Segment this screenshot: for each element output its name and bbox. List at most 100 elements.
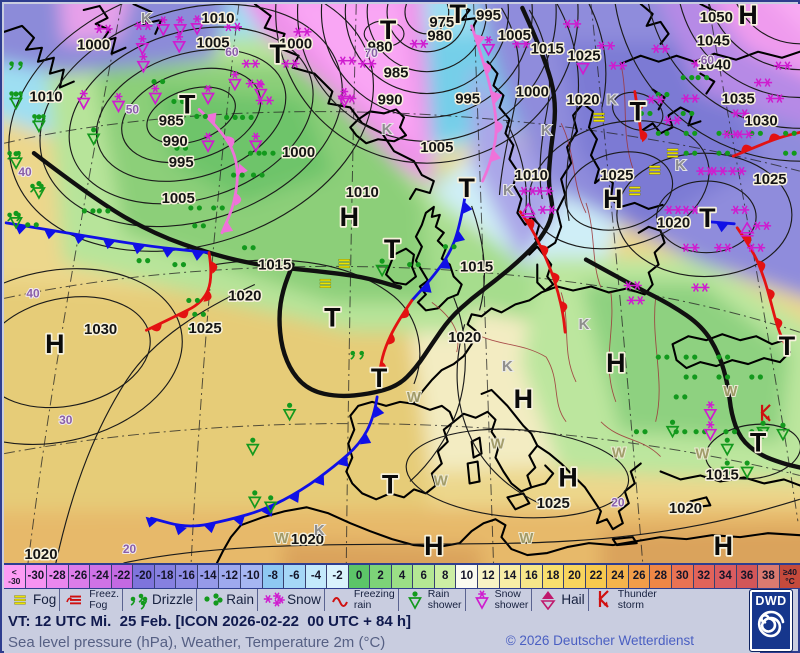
- rain-icon: [151, 78, 166, 85]
- rain-icon: [638, 110, 653, 116]
- airmass-label: W: [519, 531, 534, 547]
- rain-icon: [282, 151, 297, 157]
- rain-icon: [194, 113, 208, 119]
- pressure-label: 1015: [706, 467, 739, 483]
- snow-shower-icon: [227, 70, 242, 92]
- scale-cell: 36: [735, 565, 758, 588]
- pressure-label: 990: [378, 92, 403, 108]
- legend-item-label: Rain shower: [427, 588, 462, 611]
- airmass-label: K: [675, 158, 686, 174]
- snow-icon: [134, 21, 153, 31]
- snow-icon: [753, 221, 772, 231]
- snow-icon: [691, 59, 710, 69]
- snow-icon: [651, 44, 670, 54]
- snow-icon: [664, 205, 683, 215]
- rain-shower-icon: [263, 495, 278, 515]
- high-center: H: [514, 384, 533, 414]
- rain-icon: [783, 130, 797, 136]
- low-center: T: [750, 428, 767, 458]
- trough-line: [31, 151, 403, 290]
- snow-icon: [263, 592, 285, 607]
- rain-icon: [239, 114, 254, 120]
- latitude-label: 40: [26, 287, 40, 301]
- rain-icon: [211, 205, 225, 211]
- legend-item-hail: Hail: [532, 589, 589, 611]
- low-center: T: [630, 97, 647, 127]
- scale-cell: -16: [175, 565, 197, 588]
- legend-item-snow-shower: Snow shower: [466, 589, 533, 611]
- snow-icon: [681, 205, 700, 215]
- airmass-label: K: [503, 183, 514, 199]
- scale-cell: 26: [627, 565, 650, 588]
- rain-icon: [716, 150, 731, 156]
- rain-icon: [192, 311, 206, 317]
- rain-shower-icon: [740, 460, 755, 480]
- latitude-label: 50: [126, 103, 140, 117]
- low-center: T: [179, 90, 196, 120]
- rain-icon: [295, 151, 310, 157]
- rain-icon: [683, 150, 698, 156]
- fog-icon: [648, 165, 661, 175]
- low-center: T: [384, 234, 401, 264]
- high-center: H: [603, 184, 622, 214]
- scale-cell: 12: [477, 565, 499, 588]
- rain-icon: [680, 75, 695, 81]
- snow-shower-icon: [481, 36, 496, 57]
- hail-icon: [540, 591, 557, 610]
- pressure-label: 1030: [744, 113, 777, 129]
- rain-icon: [261, 150, 276, 156]
- rain-icon: [716, 354, 731, 360]
- rain-icon: [25, 222, 39, 228]
- cold-front: [410, 191, 473, 302]
- scale-cell: 10: [455, 565, 478, 588]
- rain-icon: [683, 374, 698, 380]
- legend-item-thunderstorm: Thunder storm: [589, 589, 660, 611]
- trough-line: [277, 5, 558, 399]
- latitude-label: 60: [701, 53, 715, 67]
- pressure-label: 980: [368, 40, 393, 56]
- snow-shower-icon: [201, 132, 215, 153]
- high-center: H: [738, 4, 757, 30]
- snow-icon: [293, 27, 312, 37]
- scale-cell: -20: [132, 565, 154, 588]
- weather-symbol-legend: Fog Freez. Fog Drizzle Rain Snow Freezing rai…: [4, 589, 750, 611]
- airmass-label: W: [612, 446, 627, 462]
- pressure-label: 1000: [279, 37, 312, 53]
- low-center: T: [779, 331, 796, 361]
- thunderstorm-icon: [760, 404, 771, 422]
- rain-icon: [723, 92, 738, 99]
- high-center: H: [45, 329, 64, 359]
- snow-shower-icon: [111, 92, 126, 114]
- scale-cell: -10: [240, 565, 262, 588]
- low-center: T: [371, 363, 388, 393]
- rain-shower-icon: [247, 490, 262, 510]
- legend-item-label: Freez. Fog: [89, 588, 120, 611]
- airmass-label: W: [695, 447, 710, 463]
- airmass-label: W: [275, 531, 290, 547]
- snow-icon: [681, 94, 700, 103]
- snow-icon: [608, 61, 627, 71]
- latitude-label: 30: [59, 413, 73, 427]
- legend-item-rain-shower: Rain shower: [399, 589, 466, 611]
- country-borders: [431, 63, 661, 457]
- pressure-label: 1005: [196, 36, 229, 52]
- snow-icon: [747, 243, 766, 253]
- rain-icon: [171, 98, 186, 105]
- scale-cell: 16: [520, 565, 542, 588]
- snow-icon: [773, 61, 793, 71]
- fronts: [4, 24, 800, 536]
- scale-cell: -8: [261, 565, 284, 588]
- rain-shower-icon: [32, 114, 46, 134]
- coastlines: [4, 4, 800, 563]
- rain-shower-icon: [776, 422, 790, 442]
- pressure-label: 975: [429, 15, 454, 31]
- scale-cell: 8: [433, 565, 456, 588]
- low-center: T: [699, 203, 716, 233]
- snow-icon: [623, 281, 642, 290]
- pressure-label: 1020: [657, 216, 690, 232]
- legend-item-label: Drizzle: [152, 592, 194, 608]
- map-area: 1000 1010 1005 1000 985 990 995 1010 1005 1000 101…: [4, 4, 800, 563]
- copyright: © 2026 Deutscher Wetterdienst: [505, 633, 694, 648]
- snow-icon: [709, 166, 728, 176]
